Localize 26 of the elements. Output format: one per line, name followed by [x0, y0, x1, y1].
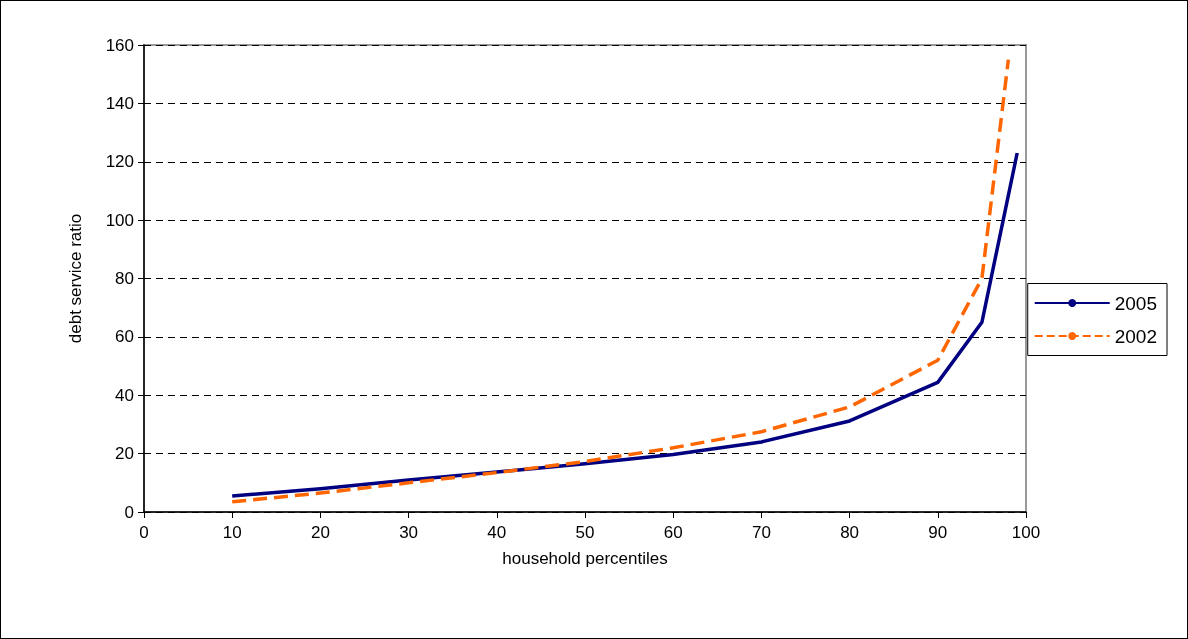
x-tick-label: 70 [751, 523, 771, 542]
y-tick-label: 40 [115, 385, 134, 405]
y-tick-label: 160 [105, 35, 134, 55]
x-tick-label: 20 [310, 523, 330, 542]
x-tick-label: 100 [1011, 523, 1041, 542]
x-tick-label: 60 [663, 523, 683, 542]
x-tick-label: 50 [575, 523, 595, 542]
y-tick-label: 120 [105, 152, 134, 172]
y-tick-label: 20 [115, 444, 134, 464]
line-series [230, 57, 1011, 504]
x-tick-label: 0 [139, 523, 149, 542]
y-tick-label: 100 [105, 210, 134, 230]
y-axis-title: debt service ratio [66, 213, 85, 344]
line-series [230, 151, 1019, 498]
x-tick-label: 80 [840, 523, 860, 542]
x-tick-label: 10 [222, 523, 242, 542]
x-tick-label: 30 [399, 523, 419, 542]
x-tick-label: 40 [487, 523, 507, 542]
y-tick-label: 60 [115, 327, 134, 347]
x-axis-title: household percentiles [502, 549, 668, 568]
legend-label: 2005 [1114, 292, 1158, 314]
y-tick-label: 140 [105, 93, 134, 113]
legend-label: 2002 [1114, 325, 1158, 347]
y-tick-label: 80 [115, 269, 134, 288]
y-tick-label: 0 [124, 502, 134, 522]
x-tick-label: 90 [928, 523, 948, 542]
